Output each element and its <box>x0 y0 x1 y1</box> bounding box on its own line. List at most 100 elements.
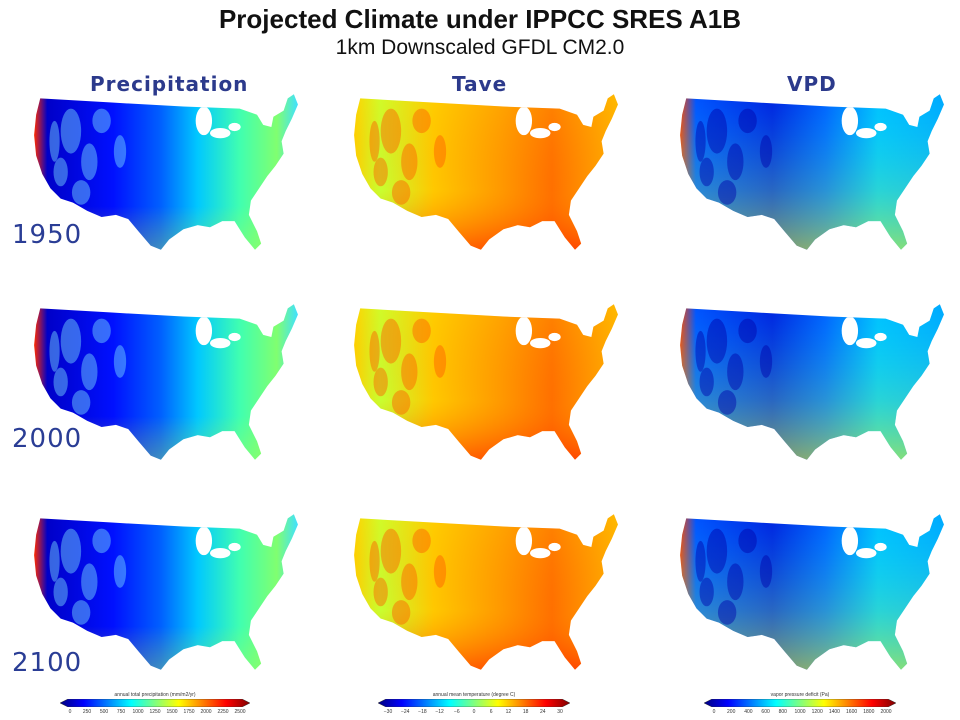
lake <box>856 338 877 349</box>
colorbar-tick-label: 0 <box>712 709 716 715</box>
page-subtitle: 1km Downscaled GFDL CM2.0 <box>335 36 625 59</box>
colorbar-tick-label: −30 <box>383 709 393 715</box>
terrain-patch <box>380 318 402 364</box>
colorbar-tick-label: 1600 <box>846 709 858 715</box>
colorbar-tick-label: 600 <box>761 709 770 715</box>
terrain-patch <box>373 157 388 187</box>
lake <box>228 542 241 552</box>
terrain-patch <box>699 367 714 397</box>
terrain-patch <box>717 180 737 205</box>
colorbar-tick-label: 800 <box>778 709 787 715</box>
colorbar-tick-label: −6 <box>453 709 460 715</box>
terrain-patch <box>71 390 91 415</box>
colorbar-tick-label: 2250 <box>217 709 229 715</box>
terrain-patch <box>380 528 402 574</box>
colorbar-tick-label: 1000 <box>132 709 144 715</box>
lake <box>874 122 887 132</box>
lake <box>195 106 213 136</box>
terrain-patch <box>706 318 728 364</box>
colorbar-tick-label: −12 <box>435 709 444 715</box>
terrain-patch <box>53 367 68 397</box>
colorbar-tick-label: 30 <box>557 709 563 715</box>
terrain-patch <box>53 577 68 607</box>
colorbar-bar <box>60 699 250 707</box>
lake <box>841 526 859 556</box>
us-map-precip-1950 <box>34 94 298 250</box>
colorbar-tick-label: 1200 <box>811 709 823 715</box>
colorbar-temperature: annual mean temperature (degree C) −30 −2… <box>378 692 570 718</box>
colorbar-tick-label: 1400 <box>828 709 840 715</box>
colorbar-tick-label: 24 <box>540 709 546 715</box>
colorbar-tick-label: 18 <box>522 709 529 715</box>
terrain-patch <box>717 390 737 415</box>
terrain-patch <box>391 600 411 625</box>
lake <box>856 548 877 559</box>
terrain-patch <box>717 600 737 625</box>
year-label-2000: 2000 <box>12 424 83 454</box>
colorbar-title: vapor pressure deficit (Pa) <box>770 692 830 698</box>
colorbar-tick-label: 500 <box>99 709 109 715</box>
lake <box>195 316 213 346</box>
terrain-patch <box>53 157 68 187</box>
lake <box>515 106 533 136</box>
terrain-patch <box>49 540 60 582</box>
colorbar-tick-label: 0 <box>68 709 72 715</box>
terrain-patch <box>369 330 380 372</box>
colorbar-gradient <box>704 699 896 707</box>
terrain-patch <box>706 108 728 154</box>
column-header-precipitation: Precipitation <box>90 72 249 96</box>
colorbar-bar <box>704 699 896 707</box>
terrain-patch <box>695 540 706 582</box>
terrain-patch <box>49 120 60 162</box>
terrain-patch <box>412 318 431 344</box>
colorbar-tick-label: 2000 <box>880 709 892 715</box>
terrain-patch <box>92 108 111 134</box>
us-map-tave-2000 <box>354 304 618 460</box>
colorbar-tick-label: 200 <box>727 709 736 715</box>
colorbar-tick-label: 750 <box>116 709 126 715</box>
terrain-patch <box>380 108 402 154</box>
colorbar-tick-label: 1000 <box>794 709 806 715</box>
lake <box>515 316 533 346</box>
lake <box>841 106 859 136</box>
lake <box>841 316 859 346</box>
lake <box>210 548 231 559</box>
terrain-patch <box>738 318 757 344</box>
lake <box>210 128 231 139</box>
colorbar-bar <box>378 699 570 707</box>
terrain-patch <box>71 600 91 625</box>
lake <box>548 332 561 342</box>
terrain-patch <box>113 135 127 168</box>
terrain-patch <box>81 563 98 601</box>
terrain-patch <box>412 108 431 134</box>
colorbar-title: annual mean temperature (degree C) <box>432 692 516 698</box>
lake <box>515 526 533 556</box>
terrain-patch <box>699 157 714 187</box>
colorbar-precipitation: annual total precipitation (mm/m2/yr) 0 2… <box>60 692 250 718</box>
lake <box>548 542 561 552</box>
colorbar-tick-label: 6 <box>489 709 493 715</box>
us-map-vpd-2100 <box>680 514 944 670</box>
terrain-patch <box>92 528 111 554</box>
lake <box>210 338 231 349</box>
lake <box>874 332 887 342</box>
terrain-patch <box>373 367 388 397</box>
terrain-patch <box>391 180 411 205</box>
column-header-vpd: VPD <box>787 72 837 96</box>
colorbar-gradient <box>378 699 570 707</box>
colorbar-title: annual total precipitation (mm/m2/yr) <box>114 692 196 698</box>
us-map-tave-2100 <box>354 514 618 670</box>
terrain-patch <box>71 180 91 205</box>
terrain-patch <box>412 528 431 554</box>
lake <box>228 332 241 342</box>
terrain-patch <box>373 577 388 607</box>
terrain-patch <box>433 135 447 168</box>
terrain-patch <box>759 345 773 378</box>
lake <box>856 128 877 139</box>
terrain-patch <box>391 390 411 415</box>
terrain-patch <box>92 318 111 344</box>
column-header-tave: Tave <box>452 72 508 96</box>
terrain-patch <box>401 143 418 181</box>
terrain-patch <box>81 143 98 181</box>
us-map-vpd-1950 <box>680 94 944 250</box>
